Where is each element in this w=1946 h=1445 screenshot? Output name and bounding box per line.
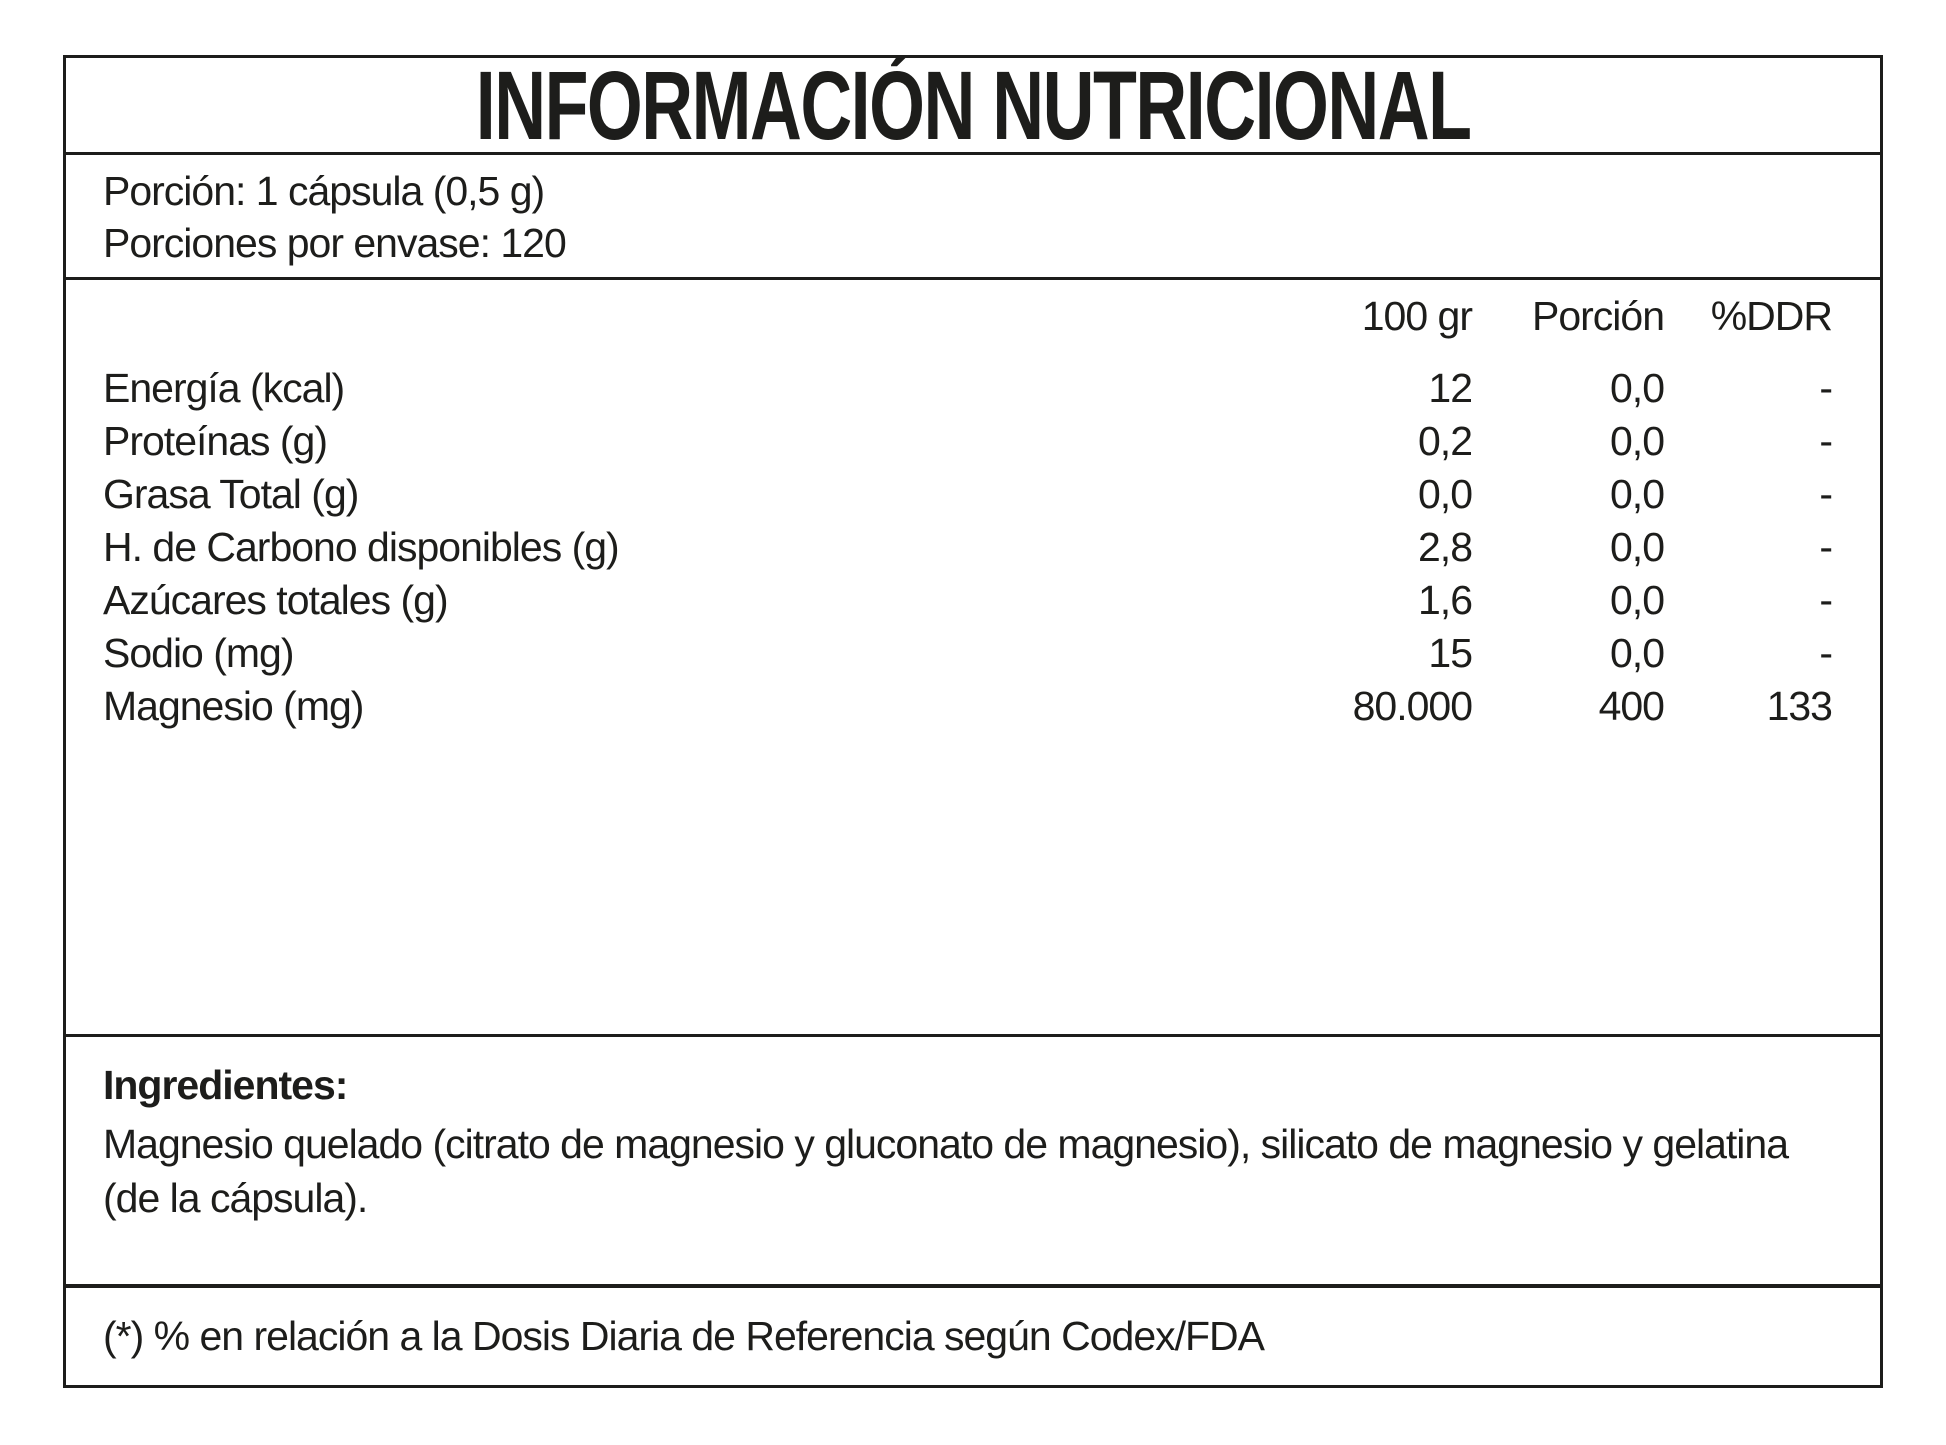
value-ddr: - [1819, 365, 1833, 411]
table-row: Magnesio (mg) 80.000 400 133 [103, 680, 1833, 733]
value-ddr: 133 [1766, 683, 1833, 729]
column-header-nutrient [103, 292, 1212, 362]
value-per-portion: 0,0 [1610, 577, 1665, 623]
value-per-100g: 80.000 [1352, 683, 1473, 729]
table-row: Grasa Total (g) 0,0 0,0 - [103, 468, 1833, 521]
ingredients-heading: Ingredientes: [103, 1062, 348, 1108]
value-per-portion: 0,0 [1610, 418, 1665, 464]
nutrient-name: Proteínas (g) [103, 418, 328, 464]
nutrients-table-section: 100 gr Porción %DDR Energía (kcal) 12 0,… [66, 280, 1880, 1037]
value-ddr: - [1819, 524, 1833, 570]
nutrient-name: Grasa Total (g) [103, 471, 359, 517]
nutrient-name: Azúcares totales (g) [103, 577, 449, 623]
column-header-ddr: %DDR [1710, 293, 1833, 339]
value-per-100g: 15 [1428, 630, 1473, 676]
value-per-portion: 0,0 [1610, 471, 1665, 517]
serving-section: Porción: 1 cápsula (0,5 g) Porciones por… [66, 155, 1880, 280]
table-row: Sodio (mg) 15 0,0 - [103, 627, 1833, 680]
value-per-portion: 0,0 [1610, 365, 1665, 411]
value-per-100g: 12 [1428, 365, 1473, 411]
ingredients-text: Magnesio quelado (citrato de magnesio y … [103, 1121, 1789, 1221]
ingredients-section: Ingredientes: Magnesio quelado (citrato … [66, 1037, 1880, 1288]
value-ddr: - [1819, 577, 1833, 623]
table-row: Azúcares totales (g) 1,6 0,0 - [103, 574, 1833, 627]
nutrient-name: Sodio (mg) [103, 630, 295, 676]
servings-per-container-line: Porciones por envase: 120 [103, 220, 567, 266]
value-ddr: - [1819, 630, 1833, 676]
value-per-portion: 0,0 [1610, 524, 1665, 570]
value-per-100g: 2,8 [1418, 524, 1473, 570]
value-per-100g: 0,2 [1418, 418, 1473, 464]
column-header-100gr: 100 gr [1361, 293, 1473, 339]
value-per-100g: 1,6 [1418, 577, 1473, 623]
nutrients-table: 100 gr Porción %DDR Energía (kcal) 12 0,… [103, 292, 1833, 733]
table-row: H. de Carbono disponibles (g) 2,8 0,0 - [103, 521, 1833, 574]
title-section: INFORMACIÓN NUTRICIONAL [66, 58, 1880, 155]
panel-title: INFORMACIÓN NUTRICIONAL [475, 58, 1472, 155]
table-row: Proteínas (g) 0,2 0,0 - [103, 415, 1833, 468]
nutrient-name: Energía (kcal) [103, 365, 345, 411]
footnote-section: (*) % en relación a la Dosis Diaria de R… [66, 1288, 1880, 1385]
value-per-portion: 0,0 [1610, 630, 1665, 676]
value-ddr: - [1819, 418, 1833, 464]
column-header-porcion: Porción [1531, 293, 1665, 339]
table-row: Energía (kcal) 12 0,0 - [103, 362, 1833, 415]
value-ddr: - [1819, 471, 1833, 517]
value-per-100g: 0,0 [1418, 471, 1473, 517]
nutrient-name: H. de Carbono disponibles (g) [103, 524, 620, 570]
nutrition-facts-panel: INFORMACIÓN NUTRICIONAL Porción: 1 cápsu… [63, 55, 1883, 1388]
nutrient-name: Magnesio (mg) [103, 683, 364, 729]
value-per-portion: 400 [1598, 683, 1665, 729]
table-header-row: 100 gr Porción %DDR [103, 292, 1833, 362]
serving-size-line: Porción: 1 cápsula (0,5 g) [103, 168, 545, 214]
ddr-footnote: (*) % en relación a la Dosis Diaria de R… [103, 1313, 1265, 1359]
